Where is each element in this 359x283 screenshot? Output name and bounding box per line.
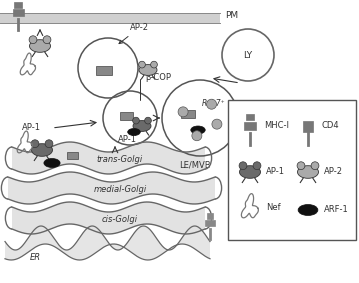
Text: LE/MVB: LE/MVB	[179, 161, 211, 170]
Circle shape	[311, 162, 319, 170]
Circle shape	[145, 117, 151, 124]
Text: trans-Golgi: trans-Golgi	[97, 155, 143, 164]
Circle shape	[206, 99, 216, 109]
Bar	[181, 110, 195, 118]
Text: ARF-1: ARF-1	[324, 205, 349, 215]
Bar	[206, 213, 213, 218]
Circle shape	[151, 61, 157, 68]
Circle shape	[45, 140, 53, 148]
Text: Rab7⁺: Rab7⁺	[202, 100, 225, 108]
Ellipse shape	[32, 144, 52, 156]
Bar	[13, 9, 23, 16]
Text: cis-Golgi: cis-Golgi	[102, 215, 138, 224]
Text: MHC-I: MHC-I	[264, 121, 289, 130]
Text: β-COP: β-COP	[140, 73, 171, 100]
Text: CD4: CD4	[322, 121, 340, 130]
Text: AP-1: AP-1	[266, 168, 285, 177]
Circle shape	[253, 162, 261, 170]
Circle shape	[43, 36, 51, 44]
Circle shape	[212, 119, 222, 129]
Text: AP-1: AP-1	[22, 123, 41, 132]
Text: ER: ER	[30, 252, 41, 261]
Ellipse shape	[29, 40, 51, 52]
Ellipse shape	[298, 205, 318, 215]
Circle shape	[139, 61, 145, 68]
Ellipse shape	[133, 121, 151, 131]
Circle shape	[192, 131, 202, 141]
Bar	[205, 220, 215, 226]
Bar	[120, 112, 132, 120]
Circle shape	[297, 162, 305, 170]
Text: PM: PM	[225, 10, 238, 20]
Circle shape	[31, 140, 39, 148]
Text: AP-2: AP-2	[324, 168, 343, 177]
Ellipse shape	[139, 65, 157, 75]
Circle shape	[178, 107, 188, 117]
Text: Nef: Nef	[266, 203, 281, 213]
Bar	[246, 114, 254, 121]
Ellipse shape	[44, 158, 60, 168]
Bar	[96, 65, 112, 74]
Ellipse shape	[128, 128, 140, 136]
Circle shape	[132, 117, 139, 124]
Bar	[228, 100, 356, 240]
Bar	[14, 1, 22, 8]
Ellipse shape	[298, 166, 318, 178]
Text: AP-2: AP-2	[119, 23, 149, 44]
Bar	[303, 121, 313, 132]
Circle shape	[239, 162, 247, 170]
Bar	[244, 122, 256, 130]
Ellipse shape	[239, 166, 261, 178]
Bar	[66, 151, 78, 158]
Text: medial-Golgi: medial-Golgi	[93, 185, 146, 194]
Text: LY: LY	[243, 50, 253, 59]
Circle shape	[29, 36, 37, 44]
Ellipse shape	[191, 126, 205, 134]
Text: AP-1: AP-1	[118, 136, 137, 145]
